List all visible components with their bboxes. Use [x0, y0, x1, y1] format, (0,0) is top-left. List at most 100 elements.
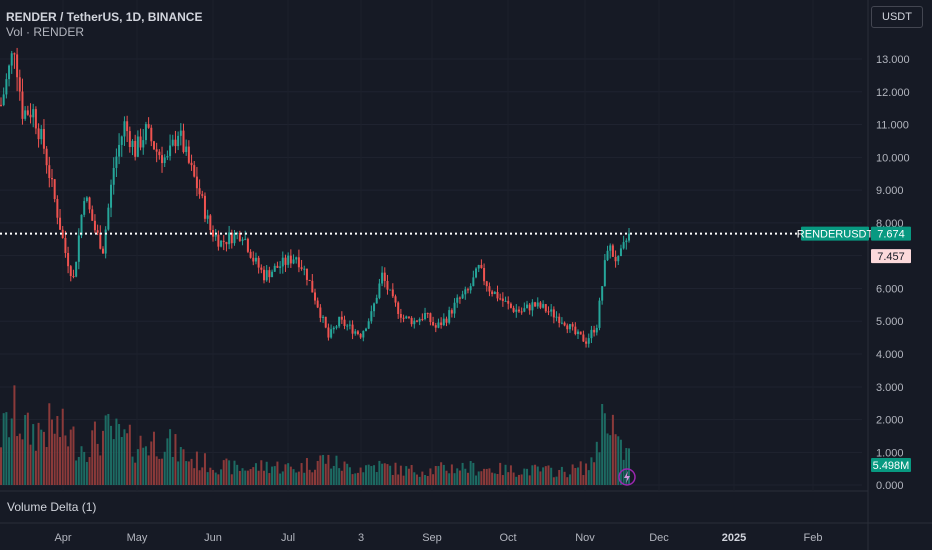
candle-body — [29, 114, 32, 118]
volume-bar — [340, 470, 343, 485]
volume-bar — [434, 466, 437, 485]
candle-body — [171, 139, 174, 146]
time-axis-tick: Sep — [422, 532, 442, 544]
volume-bar — [319, 455, 322, 485]
time-axis-tick: Apr — [54, 532, 71, 544]
candle-body — [373, 303, 376, 312]
symbol-name-badge: RENDERUSDT — [797, 226, 873, 241]
volume-bar — [230, 474, 233, 485]
volume-bar — [469, 461, 472, 485]
candle-body — [198, 188, 201, 195]
candle-body — [552, 309, 555, 318]
volume-bar — [407, 468, 410, 485]
candle-body — [405, 316, 408, 319]
volume-bar — [238, 470, 241, 485]
candle-body — [5, 79, 8, 95]
candle-body — [450, 310, 453, 314]
volume-bar — [75, 460, 78, 485]
candle-body — [16, 54, 19, 78]
volume-bar — [415, 474, 418, 485]
volume-bar — [590, 457, 593, 485]
volume-bar — [257, 470, 260, 485]
candle-body — [399, 313, 402, 318]
volume-bar — [77, 456, 80, 485]
volume-bar — [179, 447, 182, 485]
volume-bar — [128, 424, 131, 485]
volume-bar — [606, 433, 609, 485]
candle-body — [316, 300, 319, 308]
volume-bar — [72, 426, 75, 485]
volume-bar — [297, 471, 300, 485]
price-axis-tick: 0.000 — [876, 480, 904, 492]
time-axis[interactable]: Apr May Jun Jul 3 Sep Oct Nov Dec 2025 Feb — [54, 532, 822, 544]
candle-body — [574, 326, 577, 335]
candle-body — [228, 232, 231, 245]
candle-body — [139, 136, 142, 148]
last-price-badge: 7.674 — [871, 226, 911, 241]
candle-body — [407, 316, 410, 318]
candle-body — [582, 334, 585, 342]
candle-body — [126, 121, 129, 132]
volume-bar — [308, 469, 311, 485]
candle-body — [579, 331, 582, 335]
candle-body — [136, 136, 139, 157]
candle-body — [501, 298, 504, 301]
candle-body — [214, 234, 217, 237]
volume-bar — [271, 466, 274, 485]
candle-body — [56, 199, 59, 218]
candle-body — [10, 53, 13, 66]
currency-button[interactable]: USDT — [871, 6, 923, 28]
candle-body — [617, 256, 620, 262]
candle-body — [555, 316, 558, 318]
price-axis-tick: 10.000 — [876, 152, 910, 164]
candle-body — [381, 272, 384, 284]
volume-bar — [228, 460, 231, 485]
candle-body — [418, 318, 421, 322]
volume-bar — [190, 458, 193, 485]
candle-body — [485, 281, 488, 287]
volume-bar — [609, 435, 612, 485]
candle-body — [515, 309, 518, 312]
time-axis-tick: Feb — [804, 532, 823, 544]
lightning-icon[interactable] — [618, 468, 636, 486]
price-axis-tick: 1.000 — [876, 447, 904, 459]
candle-body — [284, 257, 287, 265]
candle-body — [61, 229, 64, 239]
candle-body — [246, 238, 249, 252]
candle-body — [303, 268, 306, 270]
candle-body — [295, 257, 298, 260]
volume-bar — [88, 457, 91, 485]
volume-bar — [83, 451, 86, 485]
candle-body — [415, 320, 418, 322]
price-axis[interactable]: 13.00012.00011.00010.0009.0008.0007.0006… — [618, 54, 911, 492]
volume-bar — [8, 437, 11, 485]
volume-bar — [107, 413, 110, 485]
volume-bar — [16, 436, 19, 485]
candle-body — [526, 304, 529, 309]
candle-body — [359, 333, 362, 338]
candle-body — [155, 149, 158, 152]
prev-close-badge: 7.457 — [871, 249, 911, 264]
volume-bar — [402, 475, 405, 485]
volume-bar — [362, 472, 365, 485]
volume-bar — [287, 463, 290, 485]
candle-body — [64, 238, 67, 253]
time-axis-tick: 3 — [358, 532, 364, 544]
candle-body — [442, 318, 445, 326]
candle-body — [50, 178, 53, 180]
candle-body — [177, 135, 180, 147]
candle-body — [193, 165, 196, 177]
volume-bar — [254, 463, 257, 485]
volume-bar — [120, 437, 123, 485]
candle-body — [21, 91, 24, 119]
volume-bar — [303, 472, 306, 485]
candle-body — [469, 286, 472, 291]
volume-bar — [174, 434, 177, 485]
candle-body — [174, 139, 177, 147]
volume-bar — [292, 469, 295, 485]
volume-bar — [327, 454, 330, 485]
volume-bar — [281, 471, 284, 485]
volume-bar — [595, 441, 598, 485]
volume-bar — [354, 473, 357, 485]
